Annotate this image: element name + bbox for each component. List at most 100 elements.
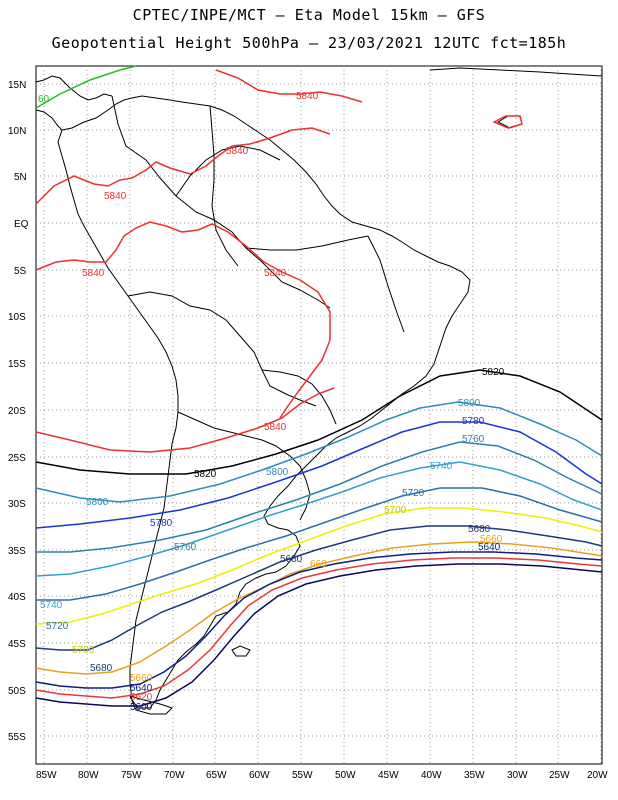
contour-label-5840-d: 5840 xyxy=(82,268,105,279)
contour-label-5780-a: 5780 xyxy=(150,518,173,529)
contour-label-5680-b: 5680 xyxy=(280,554,303,565)
coastlines xyxy=(35,67,603,715)
lat-label-30s: 30S xyxy=(8,499,26,510)
lat-label-25s: 25S xyxy=(8,453,26,464)
contour-5800 xyxy=(35,401,603,503)
lon-label-45w: 45W xyxy=(378,770,399,781)
lon-label-70w: 70W xyxy=(164,770,185,781)
border-brazil-state xyxy=(367,235,405,333)
lon-label-50w: 50W xyxy=(335,770,356,781)
border-uruguay xyxy=(299,465,311,521)
lon-label-65w: 65W xyxy=(206,770,227,781)
lat-label-20s: 20S xyxy=(8,406,26,417)
contour-label-5820-a: 5820 xyxy=(194,469,217,480)
contour-label-5840-f: 5840 xyxy=(264,422,287,433)
lat-label-10n: 10N xyxy=(8,126,26,137)
lat-label-50s: 50S xyxy=(8,686,26,697)
contour-label-5840-b: 5840 xyxy=(226,146,249,157)
north-atlantic-islands xyxy=(429,67,603,77)
contour-5620 xyxy=(35,557,603,699)
contour-label-5800-b: 5800 xyxy=(266,467,289,478)
lat-label-40s: 40S xyxy=(8,592,26,603)
lon-label-75w: 75W xyxy=(121,770,142,781)
lat-label-55s: 55S xyxy=(8,732,26,743)
border-brazil-guianas xyxy=(245,235,369,251)
contour-label-5840-c: 5840 xyxy=(104,191,127,202)
contour-label-5840-e: 5840 xyxy=(264,268,287,279)
lat-label-35s: 35S xyxy=(8,546,26,557)
lon-tick-labels: 85W 80W 75W 70W 65W 60W 55W 50W 45W 40W … xyxy=(36,770,608,781)
lat-label-15s: 15S xyxy=(8,359,26,370)
lat-tick-labels: 15N 10N 5N EQ 5S 10S 15S 20S 25S 30S 35S… xyxy=(8,80,29,743)
contour-5740 xyxy=(35,461,603,577)
lat-label-45s: 45S xyxy=(8,639,26,650)
south-america-east-coast xyxy=(61,95,471,709)
lon-label-35w: 35W xyxy=(464,770,485,781)
lon-label-25w: 25W xyxy=(549,770,570,781)
contour-label-5640-b: 5640 xyxy=(478,542,501,553)
contour-5600 xyxy=(35,563,603,707)
lon-label-40w: 40W xyxy=(421,770,442,781)
lon-label-85w: 85W xyxy=(36,770,57,781)
panama-coast xyxy=(35,109,63,131)
border-argentina-north xyxy=(177,411,301,467)
lat-label-10s: 10S xyxy=(8,312,26,323)
contour-5720 xyxy=(36,487,603,601)
falkland-islands xyxy=(231,645,251,657)
contour-5760 xyxy=(36,441,603,553)
contour-label-5780-b: 5780 xyxy=(462,416,485,427)
contour-5780 xyxy=(35,421,603,529)
contour-5840-island xyxy=(492,115,523,129)
contour-label-5680-a: 5680 xyxy=(90,663,113,674)
lon-label-60w: 60W xyxy=(249,770,270,781)
lon-label-55w: 55W xyxy=(292,770,313,781)
contour-label-5700-b: 5700 xyxy=(384,505,407,516)
border-peru-bolivia xyxy=(127,291,317,407)
tierra-del-fuego xyxy=(129,695,173,715)
contour-label-5800-a: 5800 xyxy=(86,497,109,508)
contour-label-5640-a: 5640 xyxy=(130,683,153,694)
lon-label-80w: 80W xyxy=(78,770,99,781)
contour-5840-south xyxy=(35,387,335,453)
lon-label-20w: 20W xyxy=(587,770,608,781)
contour-labels: 60 5840 5840 5840 5840 5840 5840 5820 58… xyxy=(38,91,505,713)
border-venezuela-brazil xyxy=(175,145,281,197)
contour-5840-central xyxy=(35,221,331,419)
contour-5860 xyxy=(35,65,137,109)
contour-label-5700-a: 5700 xyxy=(72,645,95,656)
contour-label-5600: 5600 xyxy=(130,702,153,713)
contour-label-5800-c: 5800 xyxy=(458,398,481,409)
contour-label-5760-a: 5760 xyxy=(174,542,197,553)
lat-label-15n: 15N xyxy=(8,80,26,91)
contour-label-5720-b: 5720 xyxy=(402,488,425,499)
contour-label-5660-b: 660 xyxy=(310,559,327,570)
chart-title-line1: CPTEC/INPE/MCT – Eta Model 15km – GFS xyxy=(132,6,486,24)
lat-label-5s: 5S xyxy=(14,266,27,277)
contour-label-5860: 60 xyxy=(38,94,50,105)
contours xyxy=(35,65,603,707)
border-paraguay xyxy=(261,369,337,425)
border-colombia xyxy=(209,105,239,267)
contour-5700 xyxy=(35,507,603,625)
contour-label-5820-b: 5820 xyxy=(482,367,505,378)
contour-5640 xyxy=(35,551,603,689)
contour-label-5720-a: 5720 xyxy=(46,621,69,632)
lon-label-30w: 30W xyxy=(507,770,528,781)
lat-label-5n: 5N xyxy=(14,172,27,183)
contour-label-5680-c: 5680 xyxy=(468,524,491,535)
chart-title-line2: Geopotential Height 500hPa – 23/03/2021 … xyxy=(51,34,567,52)
contour-label-5760-b: 5760 xyxy=(462,434,485,445)
contour-5820 xyxy=(35,369,603,475)
contour-label-5740-b: 5740 xyxy=(430,461,453,472)
central-america-coast xyxy=(35,75,113,101)
lat-label-eq: EQ xyxy=(14,219,29,230)
contour-5840-north xyxy=(215,69,363,103)
contour-label-5840-a: 5840 xyxy=(296,91,319,102)
contour-label-5620: 5620 xyxy=(130,692,153,703)
lat-lon-grid xyxy=(36,66,602,764)
contour-label-5660-a: 5660 xyxy=(130,673,153,684)
contour-label-5740-a: 5740 xyxy=(40,600,63,611)
contour-5840-west xyxy=(35,127,331,205)
contour-label-5660-c: 5660 xyxy=(480,534,503,545)
